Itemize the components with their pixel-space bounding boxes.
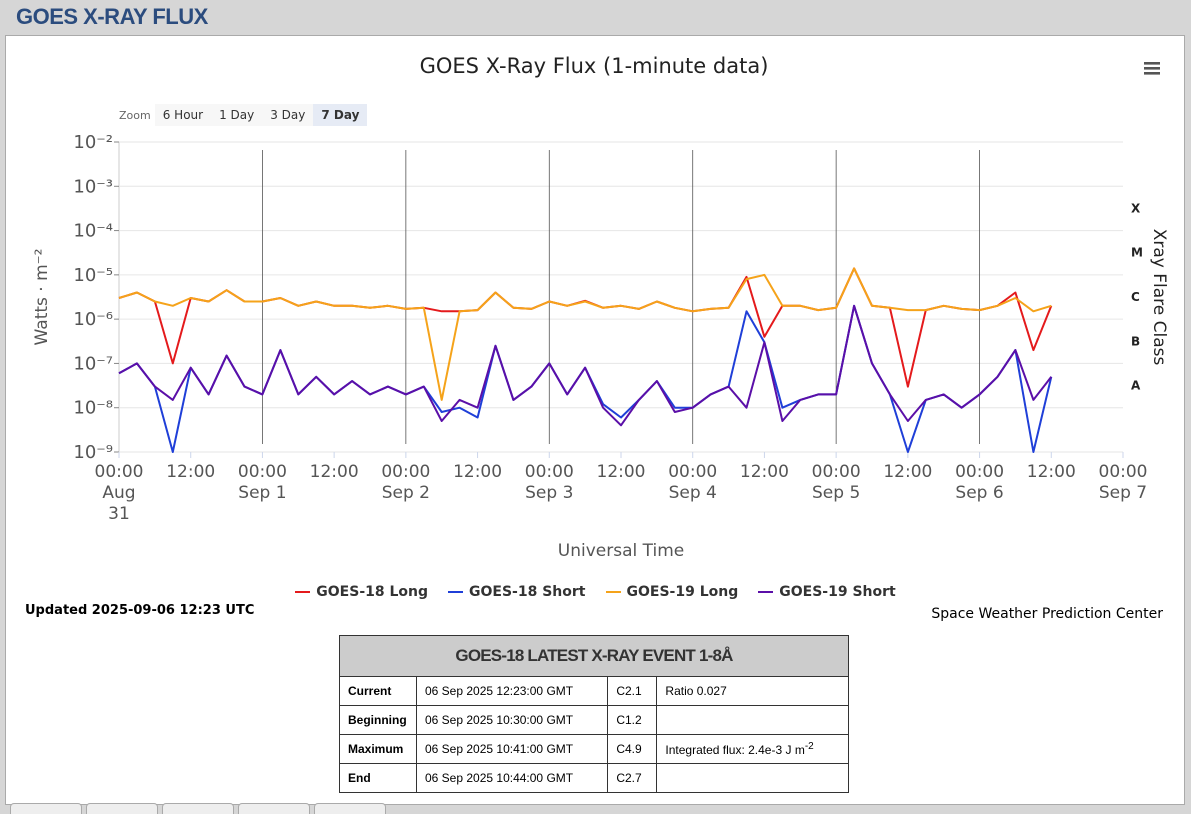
flare-class-label: A [1131, 379, 1141, 393]
zoom-button[interactable]: 6 Hour [154, 104, 212, 126]
x-tick-label: 12:00 [739, 462, 789, 482]
legend-label: GOES-18 Long [316, 584, 429, 600]
x-tick-label: 00:00 Sep 1 [237, 462, 287, 503]
legend-swatch [605, 591, 621, 593]
table-row: Maximum 06 Sep 2025 10:41:00 GMT C4.9 Integ… [339, 734, 849, 764]
series-line [118, 304, 1053, 427]
flare-class-label: C [1131, 290, 1140, 304]
menu-icon[interactable] [1144, 62, 1160, 75]
series-line [118, 267, 1052, 401]
table-cell [656, 705, 849, 735]
page-header: GOES X-RAY FLUX [16, 4, 208, 29]
legend: GOES-18 Long GOES-18 Short GOES-19 Long GOE… [0, 584, 1191, 600]
zoom-button[interactable]: 7 Day [313, 104, 368, 126]
legend-item[interactable]: GOES-19 Short [758, 584, 896, 600]
x-tick-label: 12:00 [453, 462, 503, 482]
legend-label: GOES-19 Long [626, 584, 739, 600]
table-cell: Current [339, 676, 417, 706]
table-cell: C1.2 [607, 705, 658, 735]
x-tick-label: 00:00 Sep 2 [381, 462, 431, 503]
y-axis-label: Watts · m⁻² [32, 249, 52, 346]
table-cell: Beginning [339, 705, 417, 735]
zoom-button[interactable]: 1 Day [211, 104, 263, 126]
y-tick-label: 10⁻³ [73, 176, 113, 197]
table-cell: C2.7 [607, 763, 658, 793]
credits: Space Weather Prediction Center [931, 606, 1163, 622]
table-row: Current 06 Sep 2025 12:23:00 GMT C2.1 Ratio… [339, 676, 849, 706]
zoom-button[interactable]: 3 Day [262, 104, 314, 126]
table-cell: C2.1 [607, 676, 658, 706]
chart: GOES X-Ray Flux (1-minute data) Universa… [32, 54, 1169, 561]
table-title: GOES-18 LATEST X-RAY EVENT 1-8Å [339, 635, 849, 677]
zoom-bar: Zoom 6 Hour 1 Day 3 Day 7 Day [119, 104, 368, 126]
updated-time: Updated 2025-09-06 12:23 UTC [25, 603, 255, 618]
chart-title: GOES X-Ray Flux (1-minute data) [420, 54, 769, 78]
table-cell [656, 763, 849, 793]
flare-class-label: X [1131, 201, 1141, 215]
x-tick-label: 12:00 [1026, 462, 1076, 482]
y-tick-label: 10⁻⁶ [73, 309, 113, 330]
y-tick-label: 10⁻² [73, 132, 113, 153]
cell-text: Integrated flux: 2.4e-3 J m [665, 743, 805, 757]
table-cell: 06 Sep 2025 10:30:00 GMT [415, 705, 609, 735]
x-tick-label: 00:00 Aug 31 [94, 462, 144, 524]
legend-item[interactable]: GOES-19 Long [605, 584, 739, 600]
x-tick-label: 00:00 Sep 5 [811, 462, 861, 503]
y-tick-label: 10⁻⁷ [73, 353, 113, 374]
table-cell: 06 Sep 2025 10:44:00 GMT [415, 763, 609, 793]
table-row: End 06 Sep 2025 10:44:00 GMT C2.7 [339, 763, 849, 793]
legend-label: GOES-18 Short [469, 584, 586, 600]
y-tick-label: 10⁻⁴ [73, 221, 113, 242]
cell-sup: -2 [804, 741, 814, 752]
flare-class-label: B [1131, 334, 1140, 348]
legend-swatch [295, 591, 311, 593]
table-cell: Integrated flux: 2.4e-3 J m-2 [656, 734, 849, 764]
event-table: GOES-18 LATEST X-RAY EVENT 1-8Å Current 06… [339, 635, 849, 793]
x-tick-label: 12:00 [309, 462, 359, 482]
x-tick-label: 12:00 [596, 462, 646, 482]
zoom-label: Zoom [119, 108, 151, 122]
x-tick-label: 00:00 Sep 3 [524, 462, 574, 503]
legend-swatch [758, 591, 774, 593]
legend-label: GOES-19 Short [779, 584, 896, 600]
series-line [118, 304, 1053, 453]
y-tick-label: 10⁻⁹ [73, 442, 113, 463]
x-axis-label: Universal Time [558, 541, 684, 561]
y-tick-label: 10⁻⁸ [73, 398, 113, 419]
table-cell: Ratio 0.027 [656, 676, 849, 706]
legend-item[interactable]: GOES-18 Long [295, 584, 428, 600]
table-cell: End [339, 763, 417, 793]
legend-item[interactable]: GOES-18 Short [448, 584, 586, 600]
table-cell: C4.9 [607, 734, 658, 764]
legend-swatch [448, 591, 464, 593]
table-cell: 06 Sep 2025 10:41:00 GMT [415, 734, 609, 764]
y2-axis-label: Xray Flare Class [1149, 229, 1169, 366]
x-tick-label: 00:00 Sep 4 [668, 462, 718, 503]
table-cell: Maximum [339, 734, 417, 764]
table-row: Beginning 06 Sep 2025 10:30:00 GMT C1.2 [339, 705, 849, 735]
x-tick-label: 00:00 Sep 7 [1098, 462, 1148, 503]
x-tick-label: 12:00 [883, 462, 933, 482]
x-tick-label: 12:00 [166, 462, 216, 482]
x-tick-label: 00:00 Sep 6 [955, 462, 1005, 503]
y-tick-label: 10⁻⁵ [73, 265, 113, 286]
flare-class-label: M [1131, 246, 1143, 260]
table-cell: 06 Sep 2025 12:23:00 GMT [415, 676, 609, 706]
